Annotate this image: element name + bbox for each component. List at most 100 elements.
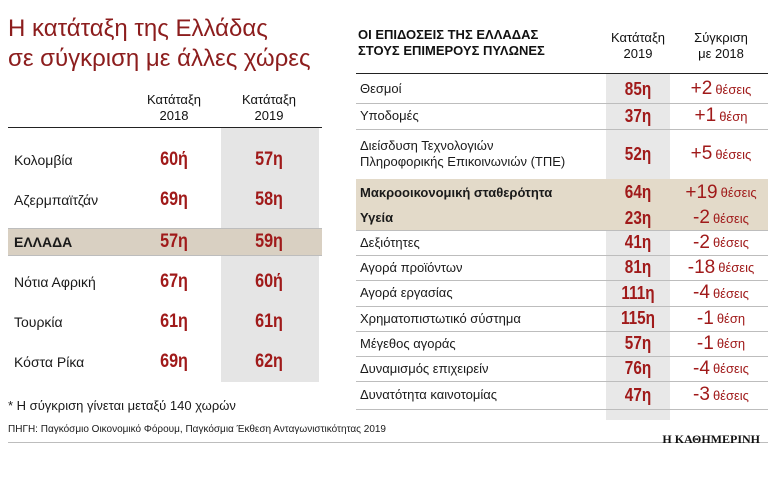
- row-divider: [356, 103, 768, 104]
- country-label: Τουρκία: [14, 314, 63, 330]
- rank-2019-value: 62η: [255, 351, 283, 372]
- rank-2019-value: 41η: [624, 232, 652, 252]
- row-divider: [356, 280, 768, 281]
- rank-2018-value: 57η: [160, 230, 188, 252]
- greece-row-highlight: [8, 228, 322, 255]
- change-number: +1: [694, 105, 717, 126]
- change-number: -1: [696, 307, 714, 329]
- table-row: Κόστα Ρίκα 69η 62η: [8, 342, 322, 382]
- pillar-label: Χρηματοπιστωτικό σύστημα: [360, 306, 605, 331]
- table-row: Αζερμπαϊτζάν 69η 58η: [8, 180, 322, 220]
- rank-2019-value: 47η: [624, 384, 652, 405]
- row-divider: [356, 409, 768, 410]
- table-row: Θεσμοί 85η +2 θέσεις: [356, 75, 768, 103]
- change-vs-2018: +19 θέσεις: [674, 179, 768, 206]
- change-vs-2018: -3 θέσεις: [674, 381, 768, 409]
- left-title-line2: σε σύγκριση με άλλες χώρες: [8, 45, 311, 72]
- pillar-label-line1: Δυνατότητα καινοτομίας: [360, 387, 498, 402]
- pillar-label-line1: Υποδομές: [360, 108, 419, 123]
- table-row: Αγορά εργασίας 111η -4 θέσεις: [356, 280, 768, 306]
- change-unit: θέσεις: [712, 235, 749, 250]
- rank-2018-value: 61η: [160, 311, 188, 332]
- change-unit: θέσεις: [712, 210, 749, 226]
- header-rank-2019: Κατάταξη 2019: [224, 92, 314, 124]
- change-number: -4: [693, 282, 710, 303]
- left-row-divider: [8, 228, 322, 229]
- rank-2018-value: 67η: [160, 271, 188, 292]
- change-unit: θέση: [719, 108, 748, 124]
- pillar-label-line1: Αγορά εργασίας: [360, 285, 453, 300]
- left-chart-title: Η κατάταξη της Ελλάδας σε σύγκριση με άλ…: [8, 14, 348, 74]
- highlighted-row-background: [356, 179, 768, 206]
- row-divider: [356, 129, 768, 130]
- row-divider: [356, 331, 768, 332]
- change-number: +19: [685, 181, 718, 203]
- footer-divider: [8, 442, 768, 443]
- change-unit: θέση: [716, 336, 746, 351]
- change-vs-2018: -18 θέσεις: [674, 255, 768, 280]
- pillar-label-line1: Χρηματοπιστωτικό σύστημα: [360, 310, 521, 326]
- footnote: * Η σύγκριση γίνεται μεταξύ 140 χωρών: [8, 398, 236, 413]
- pillar-label-line1: Δεξιότητες: [360, 234, 420, 250]
- rank-2019-value: 85η: [624, 78, 652, 99]
- right-chart-title: ΟΙ ΕΠΙΔΟΣΕΙΣ ΤΗΣ ΕΛΛΑΔΑΣ ΣΤΟΥΣ ΕΠΙΜΕΡΟΥΣ…: [358, 27, 588, 59]
- header-rank-line2: 2019: [623, 46, 653, 61]
- header-rank-2018-line1: Κατάταξη: [146, 92, 201, 107]
- highlighted-row-background: [356, 206, 768, 230]
- pillar-label-line2: Πληροφορικής Επικοινωνιών (ΤΠΕ): [360, 154, 566, 169]
- right-title-line2: ΣΤΟΥΣ ΕΠΙΜΕΡΟΥΣ ΠΥΛΩΝΕΣ: [358, 43, 545, 58]
- change-number: +5: [690, 143, 713, 164]
- left-row-divider: [8, 255, 322, 256]
- table-row: Υποδομές 37η +1 θέση: [356, 103, 768, 129]
- pillar-label-line1: Μέγεθος αγοράς: [360, 335, 456, 351]
- pillar-label: Δεξιότητες: [360, 230, 605, 255]
- country-label: Κολομβία: [14, 152, 73, 168]
- change-vs-2018: +5 θέσεις: [674, 129, 768, 179]
- table-row: Δυνατότητα καινοτομίας 47η -3 θέσεις: [356, 381, 768, 409]
- right-rank-column-background: [606, 73, 670, 420]
- pillar-label-line1: Θεσμοί: [360, 81, 402, 96]
- table-row: Τουρκία 61η 61η: [8, 302, 322, 342]
- country-label: Νότια Αφρική: [14, 274, 96, 290]
- rank-2018-value: 69η: [160, 351, 188, 372]
- table-row: ΕΛΛΑΔΑ 57η 59η: [8, 228, 322, 255]
- change-unit: θέσεις: [715, 81, 752, 97]
- pillar-label: Διείσδυση Τεχνολογιών Πληροφορικής Επικοι…: [360, 129, 605, 179]
- pillar-label-line1: Δυναμισμός επιχειρείν: [360, 360, 489, 376]
- pillar-label-line1: Αγορά προϊόντων: [360, 259, 463, 275]
- header-comparison-line2: με 2018: [698, 46, 744, 61]
- pillar-label-line1: Υγεία: [360, 210, 394, 225]
- rank-2019-value: 58η: [255, 189, 283, 210]
- country-label: Κόστα Ρίκα: [14, 354, 85, 370]
- pillar-label: Θεσμοί: [360, 75, 605, 103]
- right-header-divider: [356, 73, 768, 74]
- change-number: -18: [687, 256, 716, 278]
- change-number: +2: [690, 78, 713, 99]
- change-number: -2: [693, 231, 710, 253]
- row-divider: [356, 381, 768, 382]
- country-label: ΕΛΛΑΔΑ: [14, 233, 73, 250]
- change-unit: θέσεις: [720, 185, 757, 200]
- change-vs-2018: +2 θέσεις: [674, 75, 768, 103]
- rank-2019-value: 57η: [255, 149, 283, 170]
- pillar-label: Μακροοικονομική σταθερότητα: [360, 179, 605, 206]
- source-note: ΠΗΓΗ: Παγκόσμιο Οικονομικό Φόρουμ, Παγκό…: [8, 424, 386, 435]
- left-title-line1: Η κατάταξη της Ελλάδας: [8, 15, 268, 42]
- pillar-label: Μέγεθος αγοράς: [360, 331, 605, 356]
- change-unit: θέσεις: [715, 146, 752, 162]
- rank-2018-value: 60ή: [160, 149, 188, 170]
- table-row: Διείσδυση Τεχνολογιών Πληροφορικής Επικοι…: [356, 129, 768, 179]
- table-row: Νότια Αφρική 67η 60ή: [8, 262, 322, 302]
- rank-2018-value: 69η: [160, 189, 188, 210]
- rank-2019-value: 81η: [624, 257, 652, 277]
- header-comparison-line1: Σύγκριση: [694, 30, 748, 45]
- table-row: Αγορά προϊόντων 81η -18 θέσεις: [356, 255, 768, 280]
- row-divider: [356, 306, 768, 307]
- change-unit: θέση: [716, 311, 746, 326]
- change-unit: θέσεις: [712, 285, 749, 301]
- change-number: -1: [696, 332, 714, 354]
- rank-2019-value: 60ή: [255, 271, 283, 292]
- pillar-label: Υποδομές: [360, 103, 605, 129]
- change-number: -4: [693, 357, 710, 379]
- rank-2019-value: 64η: [624, 182, 652, 202]
